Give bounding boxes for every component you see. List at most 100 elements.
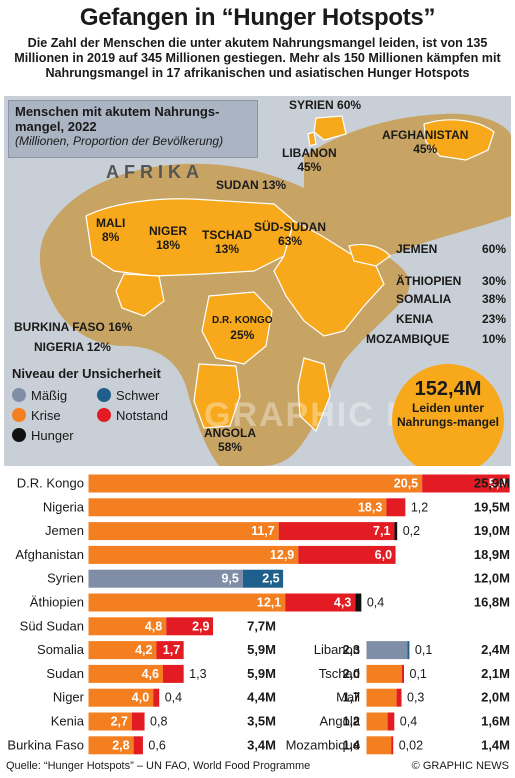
total-text: Leiden unter Nahrungs-mangel [396, 401, 499, 429]
bar-segment-schwer [242, 569, 284, 589]
bar-value-label: 1,4 [343, 738, 360, 752]
page-title: Gefangen in “Hunger Hotspots” [79, 4, 436, 31]
insecurity-legend: Niveau der Unsicherheit Mäßig Schwer Kri… [12, 366, 192, 445]
bar-outline [365, 663, 405, 684]
bar-segment-krise [88, 474, 423, 493]
bar-total-label: 4,4M [247, 690, 276, 705]
bar-outline [87, 544, 397, 565]
bar-total-label: 19,5M [474, 499, 510, 514]
bar-segment-notstand [285, 593, 356, 612]
legend-swatch [97, 388, 111, 402]
bar-value-label: 5,4 [489, 477, 506, 491]
mozambique-region [297, 357, 331, 433]
map-label-afghanistan: AFGHANISTAN 45% [382, 128, 469, 156]
legend-swatch [12, 408, 26, 422]
bar-value-label: 2,9 [192, 619, 209, 633]
drc-region [201, 291, 273, 365]
bar-category-label: Somalia [37, 642, 85, 657]
bar-value-label: 4,6 [142, 667, 159, 681]
bar-value-label: 4,2 [135, 643, 152, 657]
bar-outline [87, 663, 185, 684]
bar-segment-krise [88, 616, 167, 636]
bar-category-label: Sudan [46, 666, 84, 681]
map-label-nigeria: NIGERIA 12% [34, 340, 111, 354]
map-label-niger: NIGER 18% [149, 224, 188, 252]
bar-value-label: 4,8 [145, 619, 162, 633]
bar-category-label: Nigeria [43, 499, 85, 514]
bar-outline [87, 735, 144, 756]
map-box-subtitle: (Millionen, Proportion der Bevölkerung) [15, 134, 224, 148]
bar-category-label: Äthiopien [30, 595, 84, 610]
bar-segment-maessig [88, 569, 243, 589]
hotspot-map: Menschen mit akutem Nahrungs-mangel, 202… [4, 96, 511, 466]
bar-total-label: 2,4M [481, 642, 510, 657]
lebanon-region [307, 131, 317, 147]
afghanistan-region [423, 119, 495, 161]
total-value: 152,4M [414, 378, 482, 400]
bar-segment-krise [88, 640, 157, 660]
bar-total-label: 12,0M [474, 571, 510, 586]
bar-value-label: 4,0 [132, 691, 149, 705]
bar-outline [87, 616, 215, 637]
bar-value-label: 2,5 [262, 572, 279, 586]
bar-value-label: 2,3 [343, 643, 360, 657]
bar-category-label: Syrien [47, 571, 84, 586]
map-label-angola: ANGOLA 58% [204, 426, 256, 454]
bar-value-label: 2,0 [343, 667, 360, 681]
stacked-bar-chart: D.R. Kongo 20,5 5,4 25,9M Nigeria 18,3 1,2 19,5… [0, 472, 515, 757]
map-label-mali: MALI 8% [96, 216, 126, 244]
bar-segment-notstand [162, 664, 185, 684]
bar-segment-notstand [422, 474, 511, 493]
bar-category-label: Mozambique [286, 737, 360, 752]
legend-item-notstand: Notstand [97, 408, 182, 423]
bar-segment-notstand [396, 688, 402, 708]
map-label-mozambique: MOZAMBIQUE 10% [366, 332, 506, 346]
total-circle: 152,4M Leiden unter Nahrungs-mangel [392, 364, 504, 466]
bar-value-label: 0,3 [407, 691, 424, 705]
bar-total-label: 16,8M [474, 595, 510, 610]
bar-outline [365, 711, 396, 732]
map-label-jemen: JEMEN 60% [396, 242, 506, 256]
bar-segment-notstand [387, 712, 395, 731]
bar-value-label: 1,7 [343, 691, 360, 705]
bar-value-label: 12,9 [270, 548, 294, 562]
bar-value-label: 18,3 [358, 500, 382, 514]
map-shapes [39, 113, 511, 466]
bar-total-label: 1,4M [481, 737, 510, 752]
legend-item-maessig: Mäßig [12, 388, 97, 403]
bar-total-label: 3,4M [247, 737, 276, 752]
bar-outline [87, 640, 185, 661]
map-label-somalia: SOMALIA 38% [396, 292, 506, 306]
bar-segment-notstand [132, 712, 146, 731]
bar-segment-krise [366, 712, 388, 731]
bar-value-label: 11,7 [251, 524, 275, 538]
bar-segment-krise [88, 688, 154, 708]
bar-value-label: 1,2 [343, 715, 360, 729]
legend-item-hunger: Hunger [12, 428, 97, 443]
bar-segment-notstand [298, 545, 397, 565]
bar-value-label: 2,8 [112, 738, 129, 752]
map-box-title: Menschen mit akutem Nahrungs-mangel, 202… [15, 104, 220, 134]
map-label-burkina-faso: BURKINA FASO 16% [14, 320, 133, 334]
bar-segment-schwer [407, 640, 410, 660]
bar-value-label: 0,6 [148, 738, 165, 752]
bar-value-label: 0,4 [400, 715, 417, 729]
bar-segment-krise [88, 521, 279, 541]
bar-total-label: 7,7M [247, 618, 276, 633]
bar-segment-krise [88, 735, 134, 755]
bar-outline [365, 640, 411, 661]
bar-value-label: 0,8 [150, 715, 167, 729]
bar-outline [87, 687, 161, 708]
source-note: Quelle: “Hunger Hotspots” – UN FAO, Worl… [6, 760, 311, 772]
bar-value-label: 4,3 [334, 596, 351, 610]
bar-value-label: 0,4 [367, 596, 384, 610]
chart-svg: D.R. Kongo 20,5 5,425,9M Nigeria 18,3 1,2 19,5… [7, 473, 511, 756]
bar-total-label: 1,6M [481, 714, 510, 729]
bar-total-label: 5,9M [247, 642, 276, 657]
bar-outline [87, 521, 399, 542]
bar-segment-notstand [278, 521, 395, 541]
bar-segment-notstand [133, 735, 144, 755]
bar-outline [365, 687, 403, 708]
bar-outline [87, 473, 511, 494]
bar-total-label: 5,9M [247, 666, 276, 681]
